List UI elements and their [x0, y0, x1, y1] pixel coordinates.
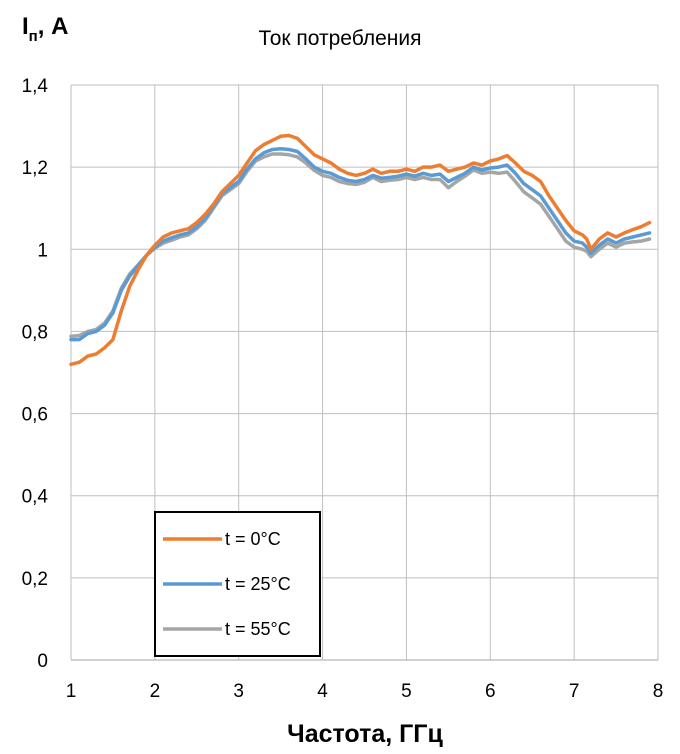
- x-tick-label: 4: [317, 681, 328, 702]
- legend-label: t = 0°C: [225, 529, 281, 549]
- legend: t = 0°C t = 25°C t = 55°C: [154, 511, 321, 657]
- x-tick-label: 5: [401, 681, 412, 702]
- chart-title: Ток потребления: [259, 27, 422, 50]
- x-tick-label: 3: [233, 681, 244, 702]
- y-tick-label: 0,2: [22, 569, 48, 590]
- x-tick-label: 7: [569, 681, 580, 702]
- y-tick-labels: 0 0,2 0,4 0,6 0,8 1 1,2 1,4: [22, 76, 49, 672]
- y-tick-label: 1,4: [22, 76, 49, 97]
- y-tick-label: 0,4: [22, 487, 49, 508]
- x-tick-label: 1: [66, 681, 77, 702]
- x-tick-label: 8: [653, 681, 664, 702]
- y-tick-label: 1: [37, 240, 48, 261]
- x-axis-label: Частота, ГГц: [287, 720, 443, 748]
- series-line-1: [69, 146, 652, 342]
- y-tick-label: 0: [37, 651, 48, 672]
- x-tick-labels: 1 2 3 4 5 6 7 8: [66, 681, 664, 702]
- y-tick-label: 0,6: [22, 405, 48, 426]
- series-line-0: [69, 133, 652, 367]
- series-lines: [69, 133, 652, 367]
- y-tick-label: 1,2: [22, 158, 48, 179]
- y-axis-label: Iп, А: [22, 13, 68, 45]
- x-tick-label: 2: [150, 681, 161, 702]
- series-line-2: [69, 152, 652, 339]
- legend-label: t = 25°C: [225, 574, 291, 594]
- legend-label: t = 55°C: [225, 619, 291, 639]
- y-tick-label: 0,8: [22, 322, 48, 343]
- x-tick-label: 6: [485, 681, 496, 702]
